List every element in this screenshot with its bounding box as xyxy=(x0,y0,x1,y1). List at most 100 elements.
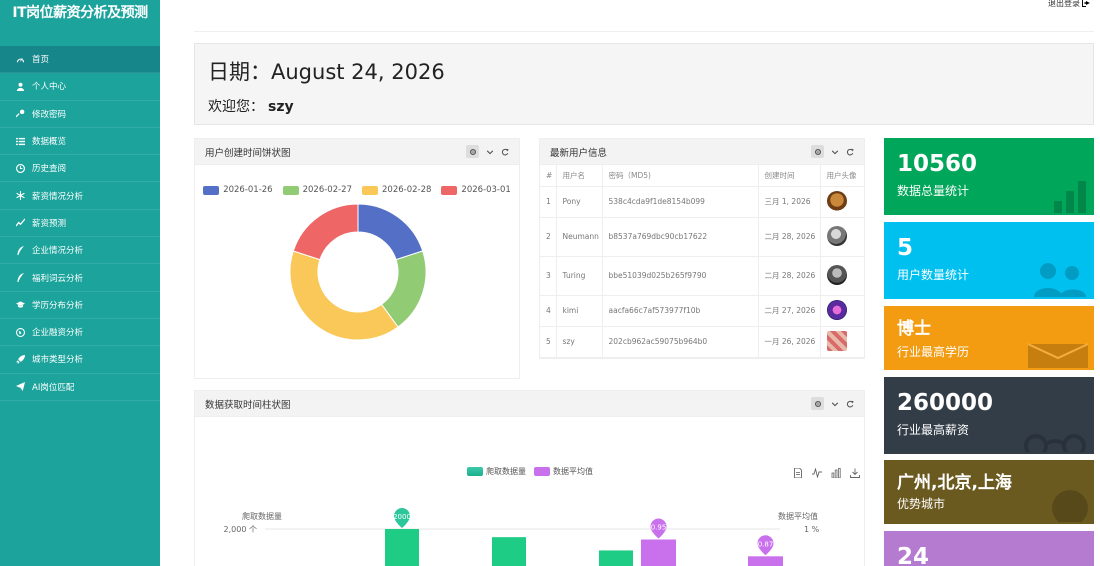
asterisk-icon xyxy=(14,191,26,201)
download-icon[interactable] xyxy=(850,468,860,478)
chevron-down-icon[interactable] xyxy=(486,148,494,156)
clock-icon xyxy=(14,163,26,173)
stat-value: 260000 xyxy=(897,390,994,416)
sidebar-item-financing[interactable]: 企业融资分析 xyxy=(0,319,160,347)
legend-item[interactable]: 数据平均值 xyxy=(534,466,593,477)
username: szy xyxy=(268,99,294,115)
legend-item[interactable]: 2026-01-26 xyxy=(203,185,273,195)
stat-card-top-cities: 广州,北京,上海 优势城市 xyxy=(884,460,1094,524)
legend-item[interactable]: 爬取数据量 xyxy=(467,466,526,477)
bar-crawl-count xyxy=(492,537,526,566)
feather-icon xyxy=(14,245,26,255)
right-tick-label: 1 % xyxy=(804,525,820,534)
legend-item[interactable]: 2026-02-28 xyxy=(362,185,431,195)
bar-chart-icon xyxy=(1054,181,1086,213)
sidebar-item-welfare-cloud[interactable]: 福利词云分析 xyxy=(0,264,160,292)
send-icon xyxy=(14,382,26,392)
avatar xyxy=(826,330,847,351)
sidebar-item-ai-match[interactable]: AI岗位匹配 xyxy=(0,374,160,401)
pie-chart-panel: 用户创建时间饼状图 2026-01-26 2026-02-27 2026-02-… xyxy=(194,138,520,379)
table-row[interactable]: 3 Turing bbe51039d025b265f9790 二月 28, 2026 xyxy=(540,256,864,296)
chevron-down-icon[interactable] xyxy=(831,148,839,156)
sidebar-item-education[interactable]: 学历分布分析 xyxy=(0,292,160,319)
refresh-icon[interactable] xyxy=(846,148,854,156)
data-marker-label: 2000 xyxy=(393,513,411,521)
stat-card-extra: 24 xyxy=(884,531,1094,566)
bar-chart-icon[interactable] xyxy=(831,468,841,478)
bar-average xyxy=(748,556,783,566)
table-row[interactable]: 5 szy 202cb962ac59075b964b0 一月 26, 2026 xyxy=(540,326,864,358)
data-marker-label: 0.87 xyxy=(758,540,774,548)
column-header: 创建时间 xyxy=(757,165,820,187)
sidebar-item-home[interactable]: 首页 xyxy=(0,46,160,74)
chart-toolbox xyxy=(793,468,860,478)
left-axis-title: 爬取数据量 xyxy=(242,511,282,521)
pie-chart xyxy=(289,203,427,341)
table-header-row: # 用户名 密码（MD5) 创建时间 用户头像 xyxy=(540,165,864,187)
sidebar-item-salary-prediction[interactable]: 薪资预测 xyxy=(0,210,160,238)
data-view-icon[interactable] xyxy=(793,468,803,478)
legend-item[interactable]: 2026-03-01 xyxy=(441,185,511,195)
legend-item[interactable]: 2026-02-27 xyxy=(282,185,352,195)
stat-card-user-count: 5 用户数量统计 xyxy=(884,222,1094,299)
trend-icon xyxy=(14,218,26,227)
sidebar-item-history[interactable]: 历史查阅 xyxy=(0,155,160,183)
gear-icon[interactable] xyxy=(811,397,824,410)
app-title: IT岗位薪资分析及预测 xyxy=(12,5,148,21)
avatar xyxy=(826,299,847,320)
avatar xyxy=(826,190,847,211)
data-marker-pin xyxy=(757,535,774,556)
graduation-cap-icon xyxy=(14,300,26,309)
list-icon xyxy=(14,137,26,146)
stat-card-top-education: 博士 行业最高学历 xyxy=(884,306,1094,370)
sidebar-item-profile[interactable]: 个人中心 xyxy=(0,73,160,101)
left-tick-label: 2,000 个 xyxy=(224,525,257,534)
latest-users-panel: 最新用户信息 # 用户名 密码（MD5) 创建时间 用户头像 1 Pony 538c… xyxy=(539,138,865,359)
stat-card-top-salary: 260000 行业最高薪资 xyxy=(884,377,1094,454)
sidebar-item-salary-analysis[interactable]: 薪资情况分析 xyxy=(0,182,160,210)
table-row[interactable]: 1 Pony 538c4cda9f1de8154b099 三月 1, 2026 xyxy=(540,186,864,218)
ball-icon xyxy=(1052,490,1088,522)
sidebar-item-company-analysis[interactable]: 企业情况分析 xyxy=(0,237,160,265)
pie-slice xyxy=(357,203,424,261)
panel-tools xyxy=(811,145,854,158)
sidebar-item-overview[interactable]: 数据概览 xyxy=(0,128,160,156)
bar-legend: 爬取数据量 数据平均值 xyxy=(467,466,593,477)
logout-icon xyxy=(1082,0,1090,9)
chevron-down-icon[interactable] xyxy=(831,400,839,408)
data-marker-pin xyxy=(650,518,667,539)
avatar xyxy=(826,264,847,285)
refresh-icon[interactable] xyxy=(846,400,854,408)
logout-button[interactable]: 退出登录 xyxy=(1048,0,1090,9)
feather-icon xyxy=(14,273,26,283)
envelope-icon xyxy=(1028,343,1088,368)
refresh-icon[interactable] xyxy=(501,148,509,156)
panel-header: 数据获取时间柱状图 xyxy=(195,391,864,417)
sidebar-item-city-type[interactable]: 城市类型分析 xyxy=(0,346,160,374)
glasses-icon xyxy=(1024,434,1086,452)
welcome-panel: 日期：August 24, 2026 欢迎您： szy xyxy=(194,43,1094,125)
users-table: # 用户名 密码（MD5) 创建时间 用户头像 1 Pony 538c4cda9f1… xyxy=(540,165,864,358)
pie-legend: 2026-01-26 2026-02-27 2026-02-28 2026-03… xyxy=(195,185,519,195)
bar-crawl-count xyxy=(599,550,633,566)
avatar xyxy=(826,225,847,246)
bar-crawl-count xyxy=(385,529,419,566)
stat-label: 行业最高薪资 xyxy=(897,423,970,438)
header-divider xyxy=(194,31,1094,32)
sidebar-item-password[interactable]: 修改密码 xyxy=(0,101,160,128)
panel-tools xyxy=(811,397,854,410)
greeting: 欢迎您： szy xyxy=(208,99,294,115)
user-icon xyxy=(14,82,26,91)
gear-icon[interactable] xyxy=(811,145,824,158)
panel-tools xyxy=(466,145,509,158)
table-row[interactable]: 4 kimi aacfa66c7af573977f10b 二月 27, 2026 xyxy=(540,295,864,327)
line-chart-icon[interactable] xyxy=(812,468,822,478)
right-axis-title: 数据平均值 xyxy=(778,511,818,521)
stat-label: 行业最高学历 xyxy=(897,344,970,359)
users-icon xyxy=(1034,263,1086,297)
stat-label: 优势城市 xyxy=(897,496,946,511)
table-row[interactable]: 2 Neumann b8537a769dbc90cb17622 二月 28, 2026 xyxy=(540,217,864,257)
pie-slice xyxy=(292,203,359,261)
gear-icon[interactable] xyxy=(466,145,479,158)
